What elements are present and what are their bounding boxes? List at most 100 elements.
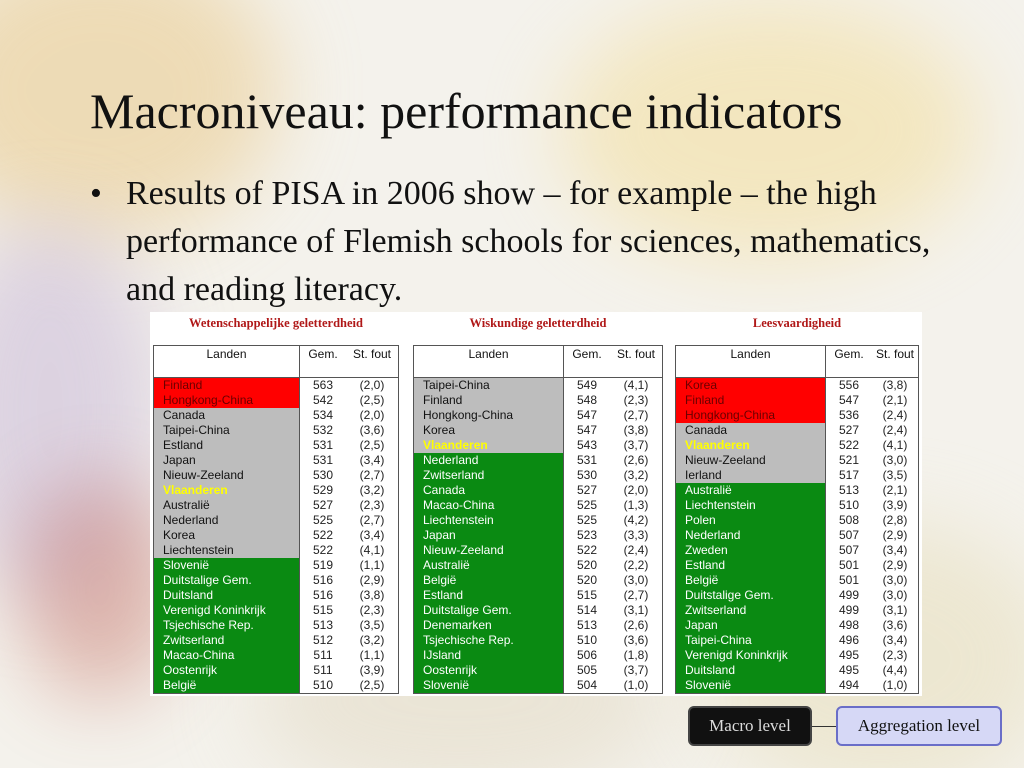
table-row: IJsland 506 (1,8) [414, 648, 662, 663]
mean-cell: 496 [838, 633, 860, 647]
bullet-text: Results of PISA in 2006 show – for examp… [126, 175, 931, 308]
table-row: Nederland 531 (2,6) [414, 453, 662, 468]
stderr-cell: (3,2) [359, 483, 385, 497]
table-row: Slovenië 504 (1,0) [414, 678, 662, 693]
mean-cell: 507 [838, 543, 860, 557]
mean-cell: 506 [576, 648, 598, 662]
country-cell: Duitstalige Gem. [414, 603, 564, 618]
stderr-cell: (2,3) [623, 393, 649, 407]
table-row: Hongkong-China 542 (2,5) [154, 393, 398, 408]
country-cell: Finland [676, 393, 826, 408]
table-row: Nederland 507 (2,9) [676, 528, 918, 543]
table-row: Oostenrijk 511 (3,9) [154, 663, 398, 678]
stderr-cell: (1,0) [882, 678, 908, 692]
table-row: Australië 527 (2,3) [154, 498, 398, 513]
stderr-cell: (2,3) [359, 603, 385, 617]
country-cell: Finland [154, 378, 300, 393]
country-cell: Canada [154, 408, 300, 423]
mean-cell: 499 [838, 588, 860, 602]
country-cell: Zweden [676, 543, 826, 558]
table-row: Oostenrijk 505 (3,7) [414, 663, 662, 678]
mean-cell: 513 [576, 618, 598, 632]
mean-cell: 507 [838, 528, 860, 542]
mean-cell: 530 [312, 468, 334, 482]
country-cell: Australië [414, 558, 564, 573]
country-cell: Nederland [676, 528, 826, 543]
table-row: Duitstalige Gem. 499 (3,0) [676, 588, 918, 603]
country-cell: Tsjechische Rep. [414, 633, 564, 648]
table-row: Liechtenstein 522 (4,1) [154, 543, 398, 558]
country-cell: Duitstalige Gem. [154, 573, 300, 588]
stderr-cell: (2,3) [359, 498, 385, 512]
header-country: Landen [414, 346, 564, 377]
stderr-cell: (4,2) [623, 513, 649, 527]
table-row: Tsjechische Rep. 510 (3,6) [414, 633, 662, 648]
country-cell: Macao-China [414, 498, 564, 513]
stderr-cell: (4,1) [882, 438, 908, 452]
table-row: Estland 531 (2,5) [154, 438, 398, 453]
header-mean: Gem. [308, 347, 338, 361]
table-row: Australië 520 (2,2) [414, 558, 662, 573]
table-row: Verenigd Koninkrijk 515 (2,3) [154, 603, 398, 618]
country-cell: Japan [676, 618, 826, 633]
country-cell: Estland [154, 438, 300, 453]
stderr-cell: (3,2) [623, 468, 649, 482]
stderr-cell: (2,5) [359, 438, 385, 452]
country-cell: Liechtenstein [676, 498, 826, 513]
country-cell: Vlaanderen [676, 438, 826, 453]
stderr-cell: (3,6) [882, 618, 908, 632]
header-stderr: St. fout [875, 347, 915, 361]
stderr-cell: (3,4) [359, 453, 385, 467]
table-row: Duitsland 495 (4,4) [676, 663, 918, 678]
mean-cell: 532 [312, 423, 334, 437]
country-cell: Nieuw-Zeeland [154, 468, 300, 483]
country-cell: Taipei-China [154, 423, 300, 438]
stderr-cell: (3,4) [882, 633, 908, 647]
stderr-cell: (3,5) [882, 468, 908, 482]
country-cell: Verenigd Koninkrijk [676, 648, 826, 663]
table-row: Macao-China 525 (1,3) [414, 498, 662, 513]
stderr-cell: (2,9) [882, 558, 908, 572]
stderr-cell: (2,2) [623, 558, 649, 572]
mean-cell: 531 [312, 453, 334, 467]
stderr-cell: (1,8) [623, 648, 649, 662]
country-cell: Zwitserland [154, 633, 300, 648]
country-cell: Tsjechische Rep. [154, 618, 300, 633]
macro-level-badge[interactable]: Macro level [688, 706, 812, 746]
country-cell: België [414, 573, 564, 588]
stderr-cell: (1,3) [623, 498, 649, 512]
table-row: Macao-China 511 (1,1) [154, 648, 398, 663]
table-row: Tsjechische Rep. 513 (3,5) [154, 618, 398, 633]
header-mean: Gem. [834, 347, 864, 361]
table-row: Slovenië 494 (1,0) [676, 678, 918, 693]
stderr-cell: (3,9) [359, 663, 385, 677]
country-cell: Duitsland [676, 663, 826, 678]
stderr-cell: (2,7) [623, 588, 649, 602]
stderr-cell: (3,0) [882, 573, 908, 587]
country-cell: Nieuw-Zeeland [676, 453, 826, 468]
mean-cell: 516 [312, 588, 334, 602]
aggregation-level-badge[interactable]: Aggregation level [836, 706, 1002, 746]
table-grid: Landen Gem. St. fout Korea 556 (3,8) Finland 54… [675, 345, 919, 694]
mean-cell: 513 [838, 483, 860, 497]
table-row: Hongkong-China 536 (2,4) [676, 408, 918, 423]
table-row: Slovenië 519 (1,1) [154, 558, 398, 573]
table-row: Vlaanderen 529 (3,2) [154, 483, 398, 498]
mean-cell: 501 [838, 573, 860, 587]
country-cell: Japan [154, 453, 300, 468]
country-cell: Oostenrijk [414, 663, 564, 678]
stderr-cell: (3,6) [359, 423, 385, 437]
stderr-cell: (1,0) [623, 678, 649, 692]
stderr-cell: (3,6) [623, 633, 649, 647]
country-cell: Denemarken [414, 618, 564, 633]
mean-cell: 543 [576, 438, 598, 452]
mean-cell: 547 [838, 393, 860, 407]
stderr-cell: (3,0) [882, 453, 908, 467]
country-cell: Korea [676, 378, 826, 393]
stderr-cell: (3,8) [882, 378, 908, 392]
stderr-cell: (2,4) [882, 408, 908, 422]
country-cell: Korea [154, 528, 300, 543]
table-row: Vlaanderen 522 (4,1) [676, 438, 918, 453]
table-row: Denemarken 513 (2,6) [414, 618, 662, 633]
mean-cell: 542 [312, 393, 334, 407]
